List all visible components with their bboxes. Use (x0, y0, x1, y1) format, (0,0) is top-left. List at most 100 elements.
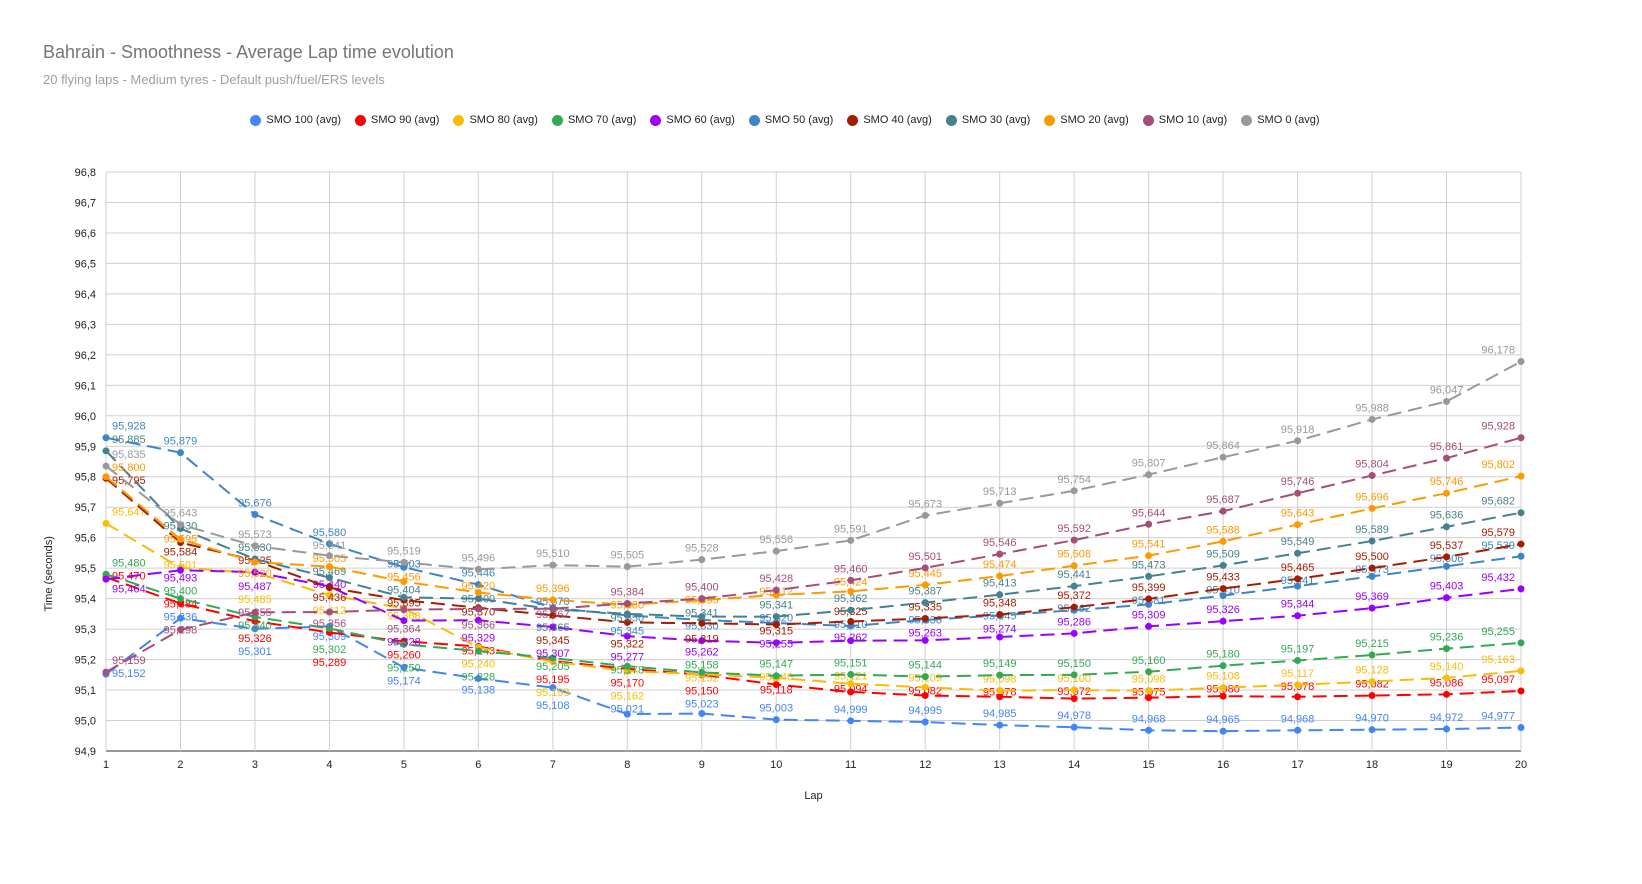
legend-item[interactable]: SMO 60 (avg) (650, 114, 735, 126)
data-point (847, 671, 855, 679)
legend-label: SMO 10 (avg) (1158, 114, 1228, 126)
data-label: 95,804 (1355, 459, 1389, 471)
data-label: 95,595 (164, 534, 198, 546)
data-point (1517, 724, 1525, 732)
data-point (1219, 537, 1227, 545)
series-line (105, 475, 1522, 606)
data-label: 95,413 (983, 578, 1017, 590)
data-point (623, 563, 631, 571)
data-point (1368, 415, 1376, 423)
chart-title: Bahrain - Smoothness - Average Lap time … (43, 42, 454, 62)
data-label: 95,387 (908, 586, 942, 598)
series-line (105, 576, 1522, 700)
legend-marker-icon (355, 114, 366, 126)
data-point (400, 617, 408, 625)
data-point (1443, 397, 1451, 405)
data-point (921, 636, 929, 644)
data-point (1443, 562, 1451, 570)
legend-item[interactable]: SMO 90 (avg) (355, 114, 439, 126)
data-label: 95,328 (387, 636, 421, 648)
legend-item[interactable]: SMO 30 (avg) (945, 114, 1030, 126)
data-point (996, 550, 1004, 558)
data-point (1145, 595, 1153, 603)
data-label: 95,682 (1481, 496, 1515, 508)
legend-item[interactable]: SMO 50 (avg) (748, 114, 833, 126)
x-tick-label: 3 (252, 759, 258, 771)
legend-item[interactable]: SMO 70 (avg) (551, 114, 636, 126)
data-point (400, 640, 408, 648)
data-label: 95,861 (1430, 441, 1464, 453)
data-point (1070, 487, 1078, 495)
series-line (105, 573, 1522, 678)
data-point (102, 434, 110, 442)
data-label: 95,460 (834, 563, 868, 575)
data-point (772, 672, 780, 680)
data-label: 95,345 (536, 635, 570, 647)
data-label: 95,344 (1281, 599, 1315, 611)
data-label: 95,480 (112, 557, 146, 569)
data-label: 95,644 (1132, 507, 1166, 519)
data-point (1294, 582, 1302, 590)
data-label: 95,370 (462, 607, 496, 619)
legend-label: SMO 60 (avg) (666, 114, 735, 126)
data-label: 95,162 (610, 691, 644, 703)
data-point (847, 587, 855, 595)
data-point (698, 556, 706, 564)
data-label: 95,340 (238, 620, 272, 632)
data-label: 95,485 (238, 594, 272, 606)
data-label: 95,098 (1132, 674, 1166, 686)
legend-item[interactable]: SMO 0 (avg) (1241, 114, 1320, 126)
data-label: 95,286 (1057, 616, 1091, 628)
data-label: 95,364 (387, 623, 421, 635)
data-point (847, 617, 855, 625)
legend-item[interactable]: SMO 100 (avg) (250, 114, 341, 126)
x-tick-label: 14 (1068, 759, 1080, 771)
data-label: 95,487 (238, 581, 272, 593)
data-point (623, 632, 631, 640)
data-point (474, 605, 482, 613)
data-label: 95,400 (462, 594, 496, 606)
data-label: 95,403 (1430, 581, 1464, 593)
data-point (1219, 684, 1227, 692)
data-label: 95,138 (462, 685, 496, 697)
data-point (251, 568, 259, 576)
x-tick-label: 1 (103, 759, 109, 771)
data-point (1145, 726, 1153, 734)
data-point (1294, 521, 1302, 529)
legend-item[interactable]: SMO 20 (avg) (1044, 114, 1129, 126)
data-point (251, 608, 259, 616)
legend-label: SMO 40 (avg) (863, 114, 932, 126)
data-point (325, 608, 333, 616)
legend-item[interactable]: SMO 40 (avg) (847, 114, 932, 126)
y-tick-label: 95,7 (75, 502, 96, 514)
data-label: 95,579 (1481, 527, 1515, 539)
data-label: 95,152 (685, 673, 719, 685)
data-label: 95,350 (610, 613, 644, 625)
data-point (772, 621, 780, 629)
data-point (996, 671, 1004, 679)
data-label: 95,170 (610, 678, 644, 690)
data-label: 95,240 (462, 659, 496, 671)
data-point (1219, 727, 1227, 735)
x-tick-label: 9 (699, 759, 705, 771)
data-label: 95,643 (164, 508, 198, 520)
data-label: 95,147 (759, 659, 793, 671)
data-label: 95,195 (536, 674, 570, 686)
legend-item[interactable]: SMO 10 (avg) (1142, 114, 1228, 126)
legend-item[interactable]: SMO 80 (avg) (453, 114, 538, 126)
data-label: 95,446 (462, 568, 496, 580)
y-tick-label: 96,2 (75, 350, 96, 362)
data-label: 95,420 (462, 581, 496, 593)
data-label: 95,151 (834, 658, 868, 670)
data-label: 95,326 (1206, 604, 1240, 616)
data-label: 95,384 (610, 587, 644, 599)
data-label: 95,802 (1481, 459, 1515, 471)
data-point (623, 710, 631, 718)
data-point (1145, 471, 1153, 479)
data-label: 95,160 (1132, 655, 1166, 667)
data-point (921, 511, 929, 519)
data-label: 95,493 (164, 573, 198, 585)
data-point (325, 591, 333, 599)
data-label: 95,501 (908, 551, 942, 563)
